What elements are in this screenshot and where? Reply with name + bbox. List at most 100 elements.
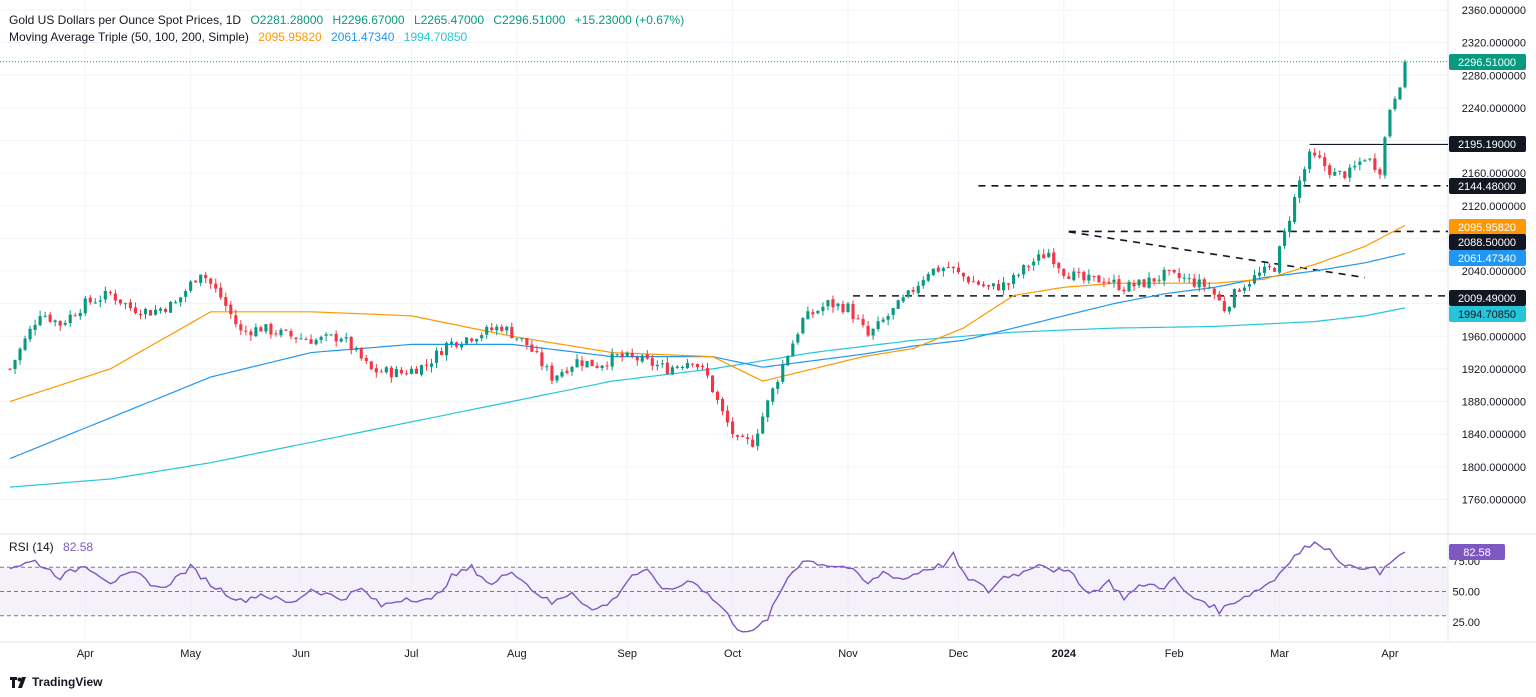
candle [1383, 137, 1387, 176]
candle [1293, 197, 1297, 223]
tradingview-logo[interactable]: TradingView [10, 675, 102, 689]
open-value: O2281.28000 [250, 13, 324, 27]
candle [209, 278, 213, 284]
rsi-tag-label: 82.58 [1463, 547, 1491, 559]
candle [103, 290, 107, 300]
candle [695, 363, 700, 368]
candle [1172, 269, 1176, 273]
candle [645, 354, 649, 359]
time-tick-label: Jun [292, 648, 310, 660]
candle [1117, 279, 1121, 290]
candle [771, 388, 775, 402]
candle [961, 272, 965, 277]
candle [575, 359, 579, 368]
rsi-tick-label: 25.00 [1452, 617, 1480, 629]
candle [1152, 278, 1156, 282]
price-tag [1449, 54, 1526, 70]
candle [700, 365, 705, 368]
candle [756, 433, 760, 447]
candle [846, 303, 850, 312]
candle [229, 304, 233, 315]
candle [269, 323, 273, 335]
candles [8, 59, 1407, 451]
candle [1022, 265, 1026, 275]
price-axis: 1760.000000 1800.000000 1840.000000 1880.00… [1452, 5, 1526, 629]
horizontal-levels [0, 61, 1448, 297]
candle [414, 368, 419, 374]
candle [445, 342, 449, 356]
change-value: +15.23000 (+0.67%) [574, 13, 685, 27]
candle [630, 353, 634, 357]
candle [886, 315, 890, 320]
candle [43, 315, 47, 317]
rsi-label: RSI (14) [9, 540, 54, 554]
candle [1002, 282, 1006, 291]
ma-legend: Moving Average Triple (50, 100, 200, Sim… [9, 30, 473, 44]
candle [550, 365, 554, 381]
tradingview-text: TradingView [32, 675, 103, 689]
trend-line [1068, 231, 1365, 279]
candle [726, 410, 730, 423]
candle [951, 266, 955, 269]
time-tick-label: Feb [1165, 648, 1184, 660]
candle [490, 327, 494, 331]
time-tick-label: Dec [949, 648, 969, 660]
candle [148, 310, 153, 316]
price-tick-label: 1760.000000 [1462, 494, 1526, 506]
candle [1102, 281, 1106, 283]
time-tick-label: 2024 [1052, 648, 1077, 660]
candle [143, 308, 148, 315]
candle [1318, 155, 1322, 158]
time-tick-label: Mar [1270, 648, 1289, 660]
candle [314, 339, 318, 345]
candle [1072, 271, 1076, 281]
candle [690, 363, 695, 365]
candle [530, 344, 534, 352]
candle [746, 437, 750, 440]
candle [409, 368, 413, 374]
rsi-band [0, 566, 1448, 617]
time-tick-label: Aug [507, 648, 527, 660]
candle [1067, 276, 1071, 280]
candle [736, 435, 740, 437]
price-tag [1449, 219, 1526, 235]
candle [1192, 278, 1196, 287]
candle [88, 297, 92, 303]
candle [1142, 279, 1146, 288]
candle [996, 283, 1001, 291]
candle [404, 373, 408, 375]
time-tick-label: Apr [77, 648, 94, 660]
candle [710, 375, 715, 393]
candle [379, 371, 383, 373]
candle [1077, 271, 1081, 273]
candle [249, 331, 253, 336]
candle [1107, 281, 1111, 283]
candle [665, 362, 669, 375]
time-tick-label: Jul [404, 648, 418, 660]
candle [1343, 171, 1347, 179]
candle [113, 293, 117, 301]
candle [324, 334, 328, 336]
candle [1137, 279, 1141, 286]
candle [1227, 306, 1231, 312]
price-tick-label: 2320.000000 [1462, 38, 1526, 50]
candle [329, 334, 333, 336]
price-tag [1449, 136, 1526, 152]
candle [1177, 273, 1181, 278]
candle [304, 339, 308, 341]
candle [796, 334, 800, 343]
candle [585, 360, 589, 368]
candle [384, 367, 388, 373]
price-tag-label: 2144.48000 [1458, 181, 1516, 193]
candle [791, 343, 795, 357]
candle [565, 370, 569, 373]
candle [429, 363, 434, 367]
candle [219, 287, 223, 298]
candle [133, 307, 138, 314]
candle [1398, 87, 1402, 100]
candle [1132, 283, 1136, 287]
candle [1017, 274, 1021, 276]
candle [655, 364, 659, 367]
candle [394, 368, 398, 377]
